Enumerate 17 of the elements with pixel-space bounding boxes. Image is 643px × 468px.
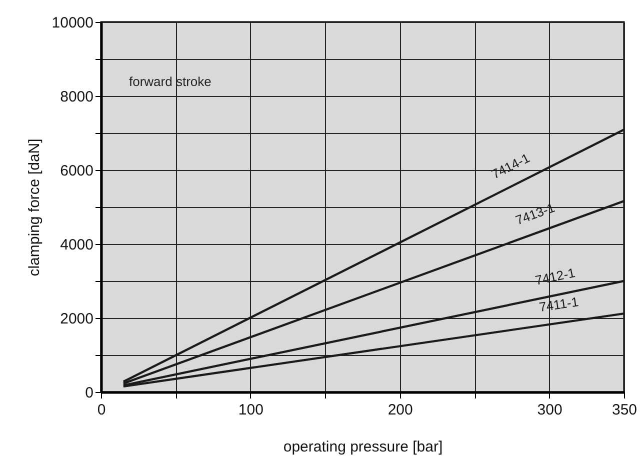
- x-tick-label: 100: [238, 402, 264, 418]
- text: 7413-1: [513, 200, 557, 228]
- y-tick-label: 0: [85, 384, 94, 402]
- x-axis-title: operating pressure [bar]: [283, 438, 443, 456]
- annotation: forward stroke: [129, 74, 212, 89]
- x-tick-label: 200: [388, 402, 413, 418]
- text: 7412-1: [534, 264, 576, 288]
- y-tick-label: 8000: [60, 88, 94, 106]
- y-tick-label: 6000: [60, 162, 94, 180]
- y-tick-label: 10000: [52, 14, 94, 32]
- y-axis-title: clamping force [daN]: [26, 138, 43, 276]
- text: 7411-1: [538, 294, 580, 315]
- x-tick-label: 350: [612, 402, 638, 418]
- y-tick-label: 4000: [60, 236, 94, 254]
- x-tick-label: 0: [97, 402, 106, 418]
- x-tick-label: 300: [537, 402, 562, 418]
- y-tick-label: 2000: [60, 310, 94, 328]
